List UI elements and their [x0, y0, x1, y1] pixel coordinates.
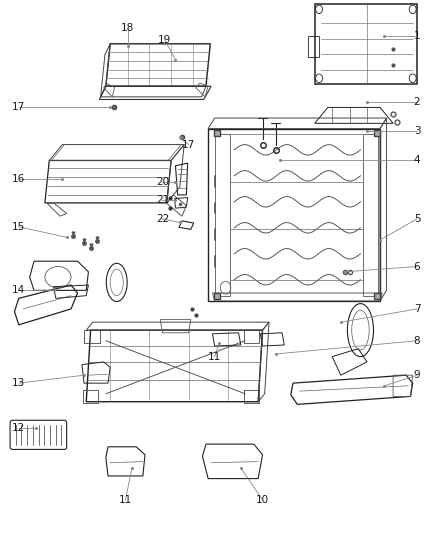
Text: 21: 21: [156, 195, 169, 205]
Text: 5: 5: [414, 214, 420, 224]
Text: 18: 18: [121, 23, 134, 33]
Text: 17: 17: [12, 102, 25, 112]
Text: 13: 13: [12, 378, 25, 388]
Text: 8: 8: [414, 336, 420, 346]
Text: 14: 14: [12, 285, 25, 295]
Text: 1: 1: [414, 31, 420, 41]
Text: 19: 19: [158, 35, 171, 45]
Text: 16: 16: [12, 174, 25, 184]
Text: 4: 4: [414, 156, 420, 165]
Text: 7: 7: [414, 304, 420, 314]
Text: 11: 11: [208, 352, 221, 361]
Text: 20: 20: [156, 176, 169, 187]
Text: 22: 22: [156, 214, 169, 224]
Text: 10: 10: [256, 495, 269, 505]
Text: 3: 3: [414, 126, 420, 136]
Text: 6: 6: [414, 262, 420, 271]
Text: 17: 17: [182, 140, 195, 150]
Text: 12: 12: [12, 423, 25, 433]
Text: 2: 2: [414, 97, 420, 107]
Text: 11: 11: [119, 495, 132, 505]
Text: 15: 15: [12, 222, 25, 232]
Text: 9: 9: [414, 370, 420, 380]
